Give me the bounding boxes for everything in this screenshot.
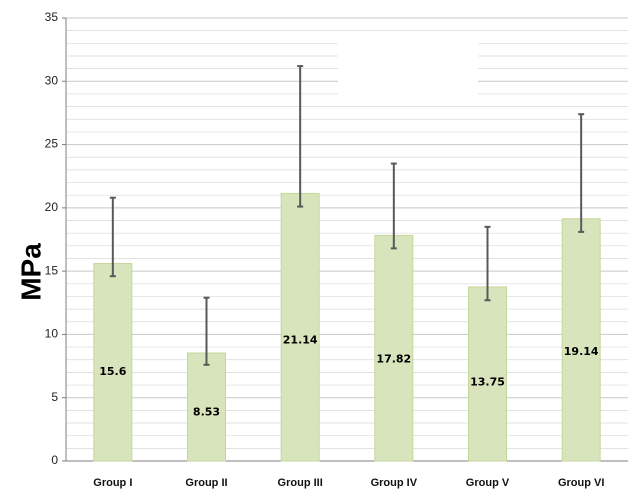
y-tick-label: 20 [45, 200, 59, 214]
x-tick-label: Group VI [558, 477, 604, 489]
x-tick-label: Group I [93, 477, 132, 489]
y-tick-label: 35 [45, 10, 59, 24]
data-label: 21.14 [283, 334, 318, 347]
data-label: 8.53 [193, 405, 220, 418]
y-tick-label: 0 [51, 453, 58, 467]
x-tick-label: Group III [278, 477, 323, 489]
bar [187, 352, 226, 462]
y-tick-label: 30 [45, 73, 59, 87]
x-tick-label: Group IV [371, 477, 418, 489]
x-tick-labels: Group I Group II Group III Group IV Group V G… [93, 477, 604, 489]
data-label: 15.6 [99, 365, 126, 378]
y-tick-label: 10 [45, 327, 59, 341]
data-label: 13.75 [470, 376, 505, 389]
legend-placeholder-box [338, 38, 478, 98]
bar [468, 286, 507, 462]
bars [93, 192, 601, 462]
bar [280, 192, 320, 462]
error-bars [109, 65, 585, 366]
y-axis-title: MPa [15, 243, 46, 301]
y-tick-label: 25 [45, 137, 59, 151]
x-tick-label: Group V [466, 477, 510, 489]
bar [374, 234, 414, 462]
y-tick-label: 5 [51, 390, 58, 404]
x-tick-label: Group II [185, 477, 227, 489]
y-tick-label: 15 [45, 263, 59, 277]
grid-lines [66, 17, 628, 449]
data-label: 17.82 [376, 353, 411, 366]
data-label: 19.14 [564, 345, 599, 358]
bar [561, 218, 601, 462]
y-tick-labels: 0 5 10 15 20 25 30 35 [45, 10, 66, 467]
data-labels: 15.6 8.53 21.14 17.82 13.75 19.14 [99, 334, 599, 419]
bar [93, 263, 133, 462]
